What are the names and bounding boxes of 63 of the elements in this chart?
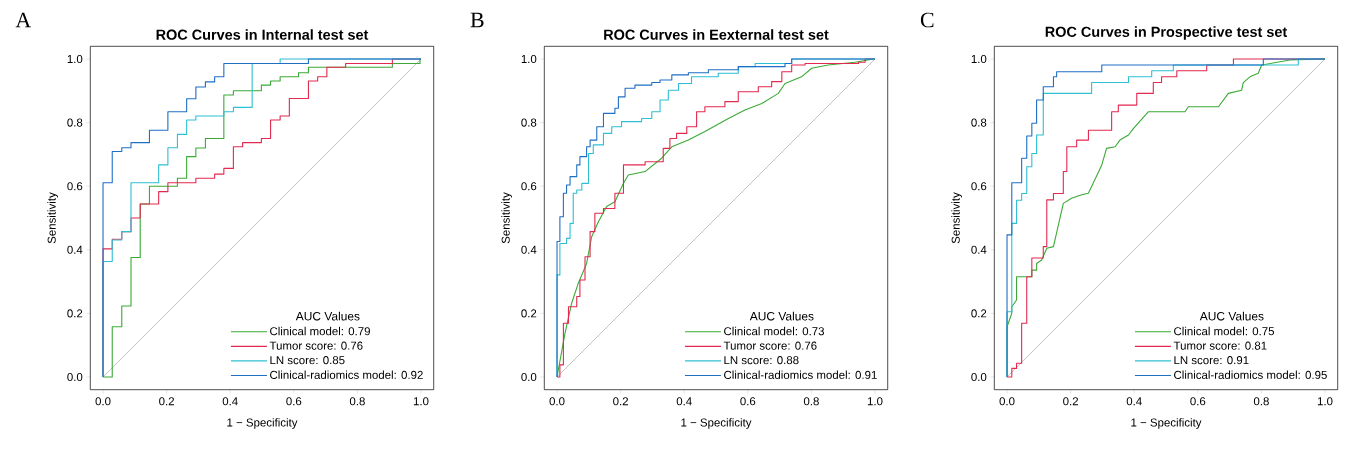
y-tick-label: 0.0: [67, 372, 83, 382]
x-axis-title: 1 − Specificity: [681, 418, 752, 429]
chart-title: ROC Curves in Eexternal test set: [604, 29, 829, 40]
x-tick-label: 0.6: [1190, 397, 1206, 406]
text: A: [15, 12, 32, 28]
y-tick-label: 0.2: [971, 309, 987, 318]
x-tick-label: 0.0: [95, 397, 111, 406]
text: C: [920, 12, 934, 28]
x-tick-label: 0.2: [159, 397, 174, 406]
legend-label: Clinical-radiomics model: 0.91: [724, 370, 877, 379]
x-tick-label: 0.8: [349, 397, 365, 406]
legend-label: Clinical model: 0.79: [270, 326, 370, 336]
chart-title: ROC Curves in Prospective test set: [1045, 26, 1288, 40]
legend-title: AUC Values: [749, 311, 814, 321]
legend-label: Tumor score: 0.76: [723, 341, 817, 350]
x-tick-label: 1.0: [413, 397, 429, 406]
y-tick-label: 0.6: [521, 182, 537, 191]
legend-label: Tumor score: 0.81: [1173, 341, 1267, 350]
y-tick-label: 0.4: [971, 245, 987, 254]
y-tick-label: 0.6: [67, 182, 83, 191]
y-axis-title: Sensitivity: [501, 192, 513, 244]
x-tick-label: 0.4: [1126, 397, 1142, 406]
y-axis-title: Sensitivity: [951, 192, 963, 244]
chart-title: ROC Curves in Internal test set: [156, 29, 369, 40]
y-tick-label: 0.6: [971, 182, 987, 191]
y-tick-label: 0.0: [971, 372, 987, 382]
y-tick-label: 1.0: [521, 54, 537, 64]
x-tick-label: 0.0: [549, 397, 565, 406]
x-tick-label: 0.2: [613, 397, 629, 406]
legend-label: Clinical model: 0.75: [1174, 326, 1275, 336]
legend-title: AUC Values: [1199, 311, 1264, 321]
x-tick-label: 1.0: [1317, 397, 1333, 406]
y-tick-label: 0.0: [521, 372, 537, 382]
legend-label: LN score: 0.85: [270, 356, 345, 365]
x-tick-label: 1.0: [867, 397, 883, 406]
y-tick-label: 0.4: [521, 245, 537, 254]
y-tick-label: 0.4: [67, 245, 83, 254]
legend-label: LN score: 0.88: [724, 356, 799, 365]
legend-title: AUC Values: [295, 311, 360, 321]
y-tick-label: 0.2: [521, 309, 537, 318]
y-tick-label: 0.8: [971, 118, 987, 127]
legend-label: LN score: 0.91: [1174, 356, 1249, 365]
y-tick-label: 1.0: [971, 54, 987, 64]
x-tick-label: 0.4: [222, 397, 238, 406]
legend-label: Clinical-radiomics model: 0.95: [1174, 370, 1327, 379]
y-tick-label: 0.8: [521, 118, 537, 127]
x-tick-label: 0.4: [676, 397, 692, 406]
y-tick-label: 0.8: [67, 118, 83, 127]
x-axis-title: 1 − Specificity: [1131, 418, 1202, 429]
x-tick-label: 0.0: [999, 397, 1015, 406]
y-tick-label: 0.2: [67, 309, 83, 318]
x-tick-label: 0.2: [1063, 397, 1079, 406]
x-tick-label: 0.8: [1253, 397, 1269, 406]
legend-label: Clinical model: 0.73: [724, 326, 824, 336]
x-tick-label: 0.8: [803, 397, 819, 406]
text: B: [470, 12, 484, 28]
x-tick-label: 0.6: [740, 397, 756, 406]
y-axis-title: Sensitivity: [47, 192, 59, 244]
x-axis-title: 1 − Specificity: [227, 418, 298, 429]
legend-label: Clinical-radiomics model: 0.92: [270, 370, 423, 379]
y-tick-label: 1.0: [67, 54, 83, 64]
x-tick-label: 0.6: [286, 397, 302, 406]
legend-label: Tumor score: 0.76: [269, 341, 363, 350]
